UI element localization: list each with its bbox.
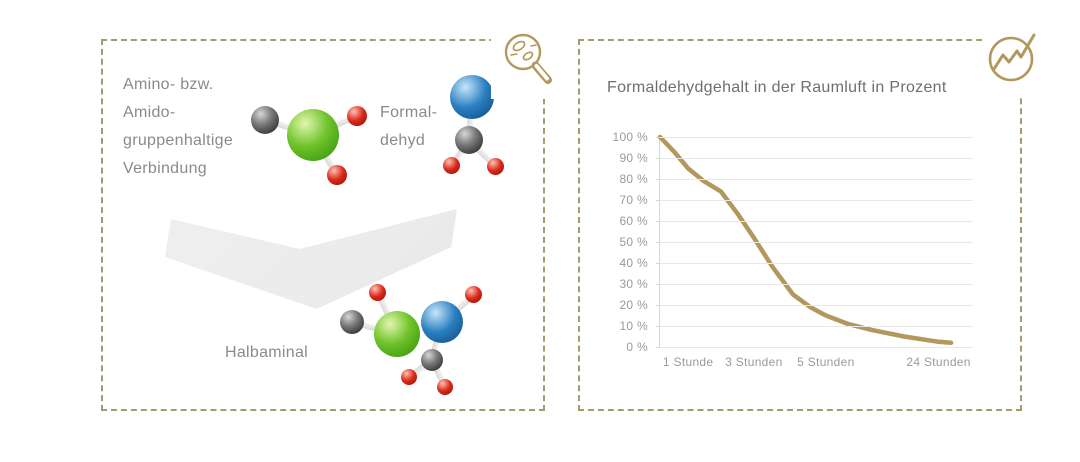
x-tick-label: 1 Stunde — [662, 355, 714, 369]
atom-oxygen-blue — [421, 301, 463, 343]
x-tick-label: 3 Stunden — [725, 355, 783, 369]
atom-hydrogen-red — [401, 369, 417, 385]
axis-tick — [656, 263, 660, 264]
axis-tick — [656, 347, 660, 348]
reactant-label: Amino- bzw. Amido- gruppenhaltige Verbin… — [123, 76, 234, 177]
gridline — [660, 263, 973, 264]
axis-tick — [656, 284, 660, 285]
atom-carbon — [340, 310, 364, 334]
atom-hydrogen-red — [437, 379, 453, 395]
axis-tick — [656, 221, 660, 222]
y-tick-label: 10 % — [619, 319, 648, 333]
axis-tick — [656, 200, 660, 201]
chart-panel: Formaldehydgehalt in der Raumluft in Pro… — [578, 25, 1048, 411]
axis-tick — [656, 179, 660, 180]
axis-tick — [656, 158, 660, 159]
gridline — [660, 326, 973, 327]
y-tick-label: 100 % — [612, 130, 648, 144]
gridline — [660, 347, 973, 348]
y-tick-label: 50 % — [619, 235, 648, 249]
axis-tick — [656, 137, 660, 138]
y-tick-label: 30 % — [619, 277, 648, 291]
atom-oxygen — [465, 286, 482, 303]
atom-carbon — [421, 349, 443, 371]
y-tick-label: 40 % — [619, 256, 648, 270]
gridline — [660, 158, 973, 159]
x-axis-labels: 1 Stunde 3 Stunden 5 Stunden 24 Stunden — [660, 355, 973, 371]
y-tick-label: 20 % — [619, 298, 648, 312]
reaction-arrow-down — [165, 209, 457, 309]
y-tick-label: 60 % — [619, 214, 648, 228]
axis-tick — [656, 242, 660, 243]
y-axis-labels: 100 % 90 % 80 % 70 % 60 % 50 % 40 % 30 % 20 % 10 … — [590, 130, 648, 354]
y-tick-label: 0 % — [626, 340, 648, 354]
formaldehyde-curve — [657, 134, 954, 346]
y-tick-label: 90 % — [619, 151, 648, 165]
chart-icon-chip — [982, 25, 1048, 95]
gridline — [660, 137, 973, 138]
atom-oxygen — [369, 284, 386, 301]
y-tick-label: 70 % — [619, 193, 648, 207]
x-tick-label: 5 Stunden — [797, 355, 855, 369]
chart-title: Formaldehydgehalt in der Raumluft in Pro… — [607, 79, 947, 96]
atom-oxygen — [347, 106, 367, 126]
gridline — [660, 221, 973, 222]
gridline — [660, 305, 973, 306]
atom-amino-group — [374, 311, 420, 357]
x-tick-label: 24 Stunden — [906, 355, 971, 369]
axis-tick — [656, 326, 660, 327]
atom-amino-group — [287, 109, 339, 161]
gridline — [660, 179, 973, 180]
atom-oxygen-blue — [450, 75, 494, 119]
magnifier-icon — [504, 33, 552, 84]
axis-tick — [656, 305, 660, 306]
gridline — [660, 284, 973, 285]
gridline — [660, 242, 973, 243]
y-tick-label: 80 % — [619, 172, 648, 186]
gridline — [660, 200, 973, 201]
line-chart-icon — [988, 33, 1036, 82]
atom-carbon — [251, 106, 279, 134]
formaldehyde-label: Formal- dehyd — [380, 104, 438, 149]
atom-oxygen — [327, 165, 347, 185]
reaction-panel: Amino- bzw. Amido- gruppenhaltige Verbin… — [101, 23, 569, 411]
atom-hydrogen-red — [443, 157, 460, 174]
plot-area: 1 Stunde 3 Stunden 5 Stunden 24 Stunden — [656, 134, 973, 369]
product-label: Halbaminal — [225, 344, 309, 361]
atom-carbon — [455, 126, 483, 154]
chart-line — [657, 134, 954, 346]
atom-hydrogen-red — [487, 158, 504, 175]
magnifier-chip — [491, 23, 569, 99]
